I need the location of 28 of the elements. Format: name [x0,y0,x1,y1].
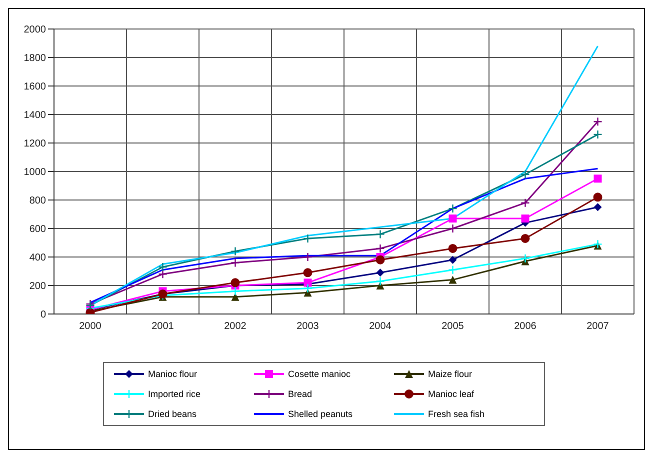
legend-label: Cosette manioc [288,369,351,379]
y-tick-label: 800 [29,196,46,207]
y-tick-label: 1600 [24,82,46,93]
y-tick-label: 600 [29,224,46,236]
x-tick-label: 2006 [514,321,537,332]
y-tick-label: 1200 [24,138,46,150]
x-tick-label: 2005 [442,321,464,332]
y-tick-label: 1800 [24,53,46,64]
y-tick-label: 0 [40,310,46,321]
legend-label: Imported rice [148,389,201,399]
x-tick-label: 2003 [296,321,320,332]
y-tick-label: 2000 [24,24,46,36]
legend-label: Manioc flour [148,369,198,379]
y-tick-label: 1400 [24,110,46,122]
legend-label: Fresh sea fish [428,409,485,419]
y-tick-label: 400 [29,252,46,264]
y-tick-label: 200 [29,281,46,292]
x-tick-label: 2004 [369,321,392,332]
legend-label: Maize flour [428,369,472,379]
x-tick-label: 2002 [224,321,247,332]
legend-label: Shelled peanuts [288,409,353,419]
y-tick-label: 1000 [24,167,46,178]
x-tick-label: 2000 [79,321,102,332]
legend-label: Bread [288,389,312,399]
legend-label: Manioc leaf [428,389,474,399]
x-tick-label: 2001 [152,321,174,332]
legend-label: Dried beans [148,409,197,419]
x-tick-label: 2007 [586,321,610,332]
